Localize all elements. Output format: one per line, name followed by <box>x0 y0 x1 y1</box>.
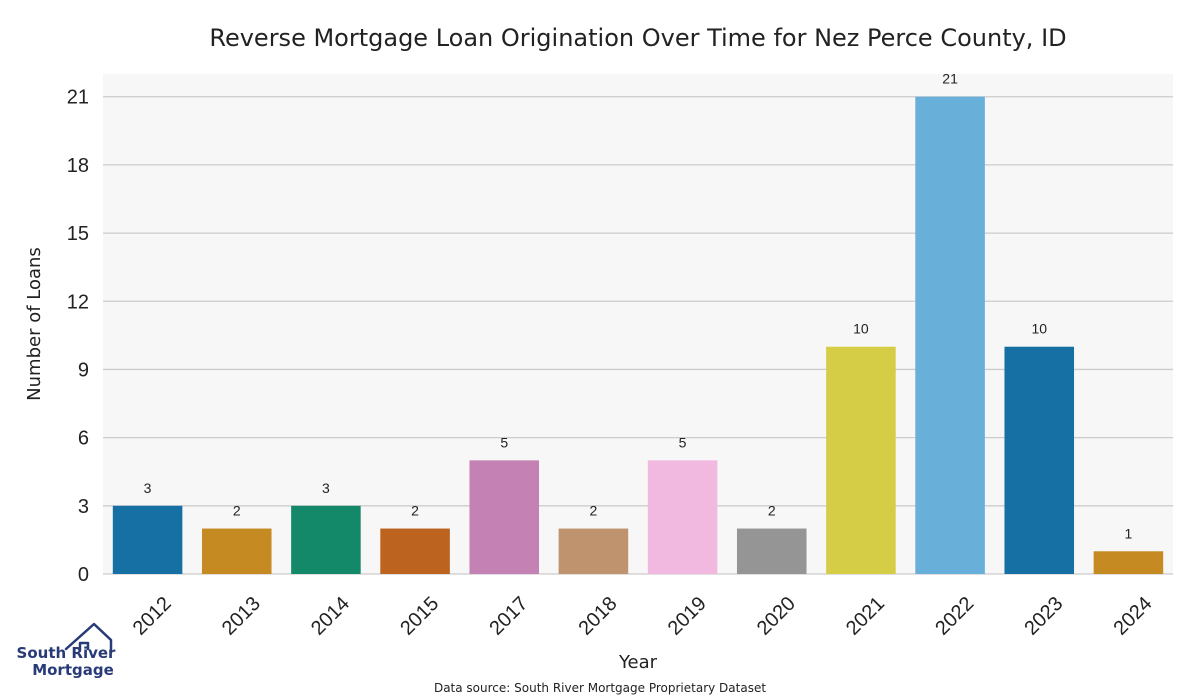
logo-line-2: Mortgage <box>32 661 114 679</box>
value-label-2022: 21 <box>942 71 958 87</box>
y-axis-ticks: 0 3 6 9 12 15 18 21 <box>67 87 89 586</box>
gridlines <box>103 96 1173 575</box>
x-tick-label-2018: 2018 <box>575 593 622 640</box>
value-label-2020: 2 <box>768 503 776 519</box>
x-tick-label-2014: 2014 <box>307 593 354 640</box>
bar-2014 <box>291 505 361 574</box>
x-tick-label-2019: 2019 <box>664 593 711 640</box>
y-tick-label: 6 <box>78 428 89 450</box>
x-tick-label-2020: 2020 <box>753 593 800 640</box>
bar-2012 <box>112 505 183 574</box>
bar-2024 <box>1093 551 1164 574</box>
x-tick-label-2023: 2023 <box>1020 593 1067 640</box>
value-label-2021: 10 <box>853 321 869 337</box>
y-tick-label: 21 <box>67 87 89 109</box>
data-source-note: Data source: South River Mortgage Propri… <box>434 681 766 695</box>
value-label-2017: 5 <box>500 434 508 450</box>
house-roof-icon <box>64 622 113 654</box>
x-tick-label-2022: 2022 <box>931 593 978 640</box>
bar-2018 <box>558 528 629 574</box>
plot-background <box>103 74 1173 574</box>
x-tick-label-2024: 2024 <box>1110 593 1157 640</box>
bar-2020 <box>736 528 807 574</box>
y-tick-label: 18 <box>67 155 89 177</box>
bar-2022 <box>915 96 985 575</box>
y-tick-label: 0 <box>78 564 89 586</box>
bar-2013 <box>201 528 272 574</box>
value-label-2012: 3 <box>144 480 152 496</box>
value-label-2019: 5 <box>679 434 687 450</box>
y-tick-label: 12 <box>67 291 89 313</box>
logo-line-1: South River <box>17 644 117 662</box>
value-label-2013: 2 <box>233 503 241 519</box>
bars <box>112 96 1164 575</box>
x-tick-label-2012: 2012 <box>129 593 176 640</box>
bar-2017 <box>469 460 540 574</box>
y-axis-label: Number of Loans <box>24 247 45 401</box>
y-tick-label: 15 <box>67 223 89 245</box>
bar-2015 <box>380 528 450 574</box>
value-label-2015: 2 <box>411 503 419 519</box>
y-tick-label: 3 <box>78 496 89 518</box>
bar-2023 <box>1004 346 1075 574</box>
x-axis-ticks: 2012 2013 2014 2015 2017 2018 2019 2020 2021 2022… <box>129 593 1157 640</box>
bar-2019 <box>647 460 718 574</box>
x-tick-label-2017: 2017 <box>485 593 532 640</box>
y-tick-label: 9 <box>78 359 89 381</box>
value-label-2024: 1 <box>1125 525 1133 541</box>
x-tick-label-2015: 2015 <box>396 593 443 640</box>
company-logo: South River Mortgage <box>17 622 117 679</box>
x-tick-label-2013: 2013 <box>218 593 265 640</box>
value-labels: 3 2 3 2 5 2 5 2 10 21 10 1 <box>144 71 1133 542</box>
x-axis-label: Year <box>618 652 658 673</box>
value-label-2018: 2 <box>590 503 598 519</box>
value-label-2014: 3 <box>322 480 330 496</box>
chart-title: Reverse Mortgage Loan Origination Over T… <box>209 24 1066 52</box>
x-tick-label-2021: 2021 <box>842 593 889 640</box>
value-label-2023: 10 <box>1031 321 1047 337</box>
bar-2021 <box>826 346 896 574</box>
